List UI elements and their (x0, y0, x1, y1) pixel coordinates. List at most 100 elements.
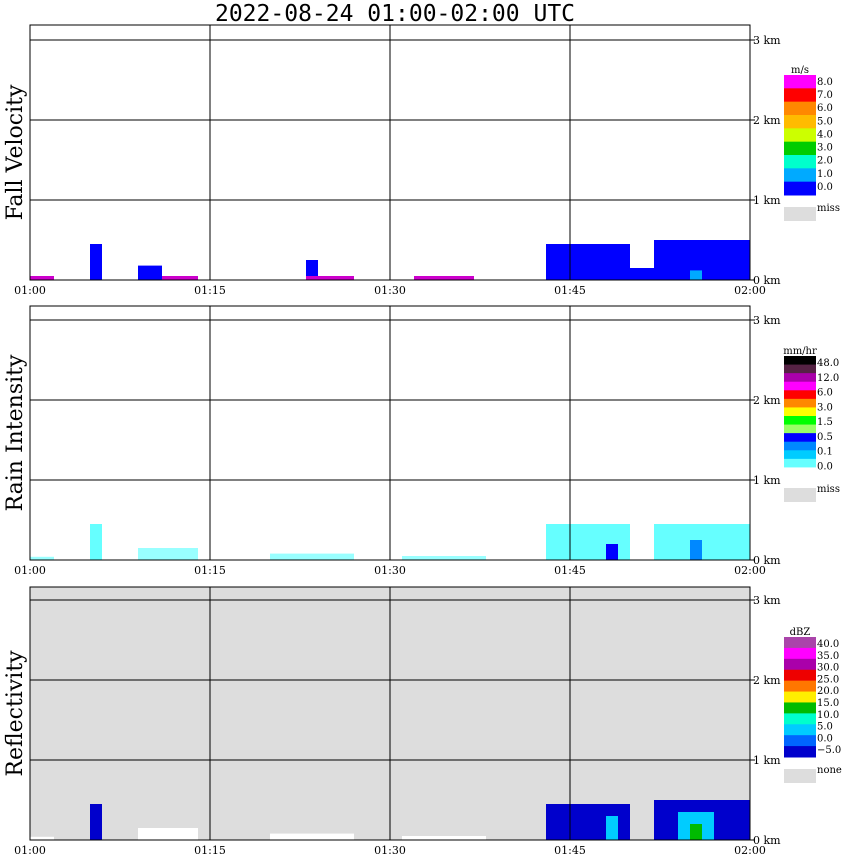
y-tick-label: 1 km (753, 474, 781, 487)
legend-swatch (784, 364, 816, 374)
x-tick-label: 01:00 (14, 564, 46, 577)
legend-missing-swatch (784, 769, 816, 783)
echo-cell (690, 824, 702, 840)
legend-label: 0.1 (817, 447, 833, 458)
y-tick-label: 3 km (753, 314, 781, 327)
x-tick-label: 01:30 (374, 844, 406, 857)
echo-cell (690, 540, 702, 560)
legend-label: 2.0 (817, 156, 833, 167)
legend-label: 6.0 (817, 388, 833, 399)
legend-swatch (784, 75, 816, 89)
plot-frame (29, 586, 751, 841)
legend-label: 6.0 (817, 103, 833, 114)
legend-label: 7.0 (817, 90, 833, 101)
x-tick-label: 01:15 (194, 844, 226, 857)
legend-swatch (784, 647, 816, 660)
echo-cell (630, 268, 654, 280)
x-tick-label: 01:15 (194, 284, 226, 297)
legend-swatch (784, 407, 816, 417)
legend-swatch (784, 433, 816, 443)
legend-swatch (784, 735, 816, 747)
legend-label: 0.0 (817, 733, 833, 744)
legend-swatch (784, 168, 816, 183)
legend-label: 5.0 (817, 116, 833, 127)
legend-missing-label: miss (817, 203, 840, 214)
legend-swatch (784, 669, 816, 682)
y-tick-label: 0 km (753, 274, 781, 287)
x-tick-label: 02:00 (734, 284, 766, 297)
legend-swatch (784, 416, 816, 426)
x-tick-label: 01:45 (554, 284, 586, 297)
legend-swatch (784, 424, 816, 434)
echo-cell (606, 816, 618, 840)
legend-swatch (784, 450, 816, 460)
legend-label: 8.0 (817, 77, 833, 88)
y-tick-label: 0 km (753, 554, 781, 567)
legend-swatch (784, 356, 816, 366)
legend-swatch (784, 101, 816, 116)
echo-cell (138, 828, 198, 840)
legend-label: 0.5 (817, 432, 833, 443)
y-tick-label: 1 km (753, 194, 781, 207)
y-axis-label: Reflectivity (3, 650, 28, 777)
legend-swatch (784, 467, 816, 477)
plot-frame (29, 305, 751, 561)
legend-label: 4.0 (817, 129, 833, 140)
legend-label: 0.0 (817, 461, 833, 472)
echo-cell (690, 270, 702, 280)
legend-swatch (784, 458, 816, 468)
y-tick-label: 2 km (753, 114, 781, 127)
echo-cell (306, 260, 318, 280)
echo-cell (90, 804, 102, 840)
legend-label: −5.0 (817, 745, 841, 756)
y-axis-label: Rain Intensity (3, 354, 28, 511)
chart-title: 2022-08-24 01:00-02:00 UTC (214, 1, 576, 27)
legend-swatch (784, 713, 816, 725)
echo-cell (270, 833, 354, 840)
y-tick-label: 3 km (753, 34, 781, 47)
echo-cell (138, 548, 198, 560)
echo-cell (414, 276, 474, 280)
legend-missing-label: miss (817, 484, 840, 495)
legend-swatch (784, 441, 816, 451)
legend-swatch (784, 373, 816, 383)
x-tick-label: 01:45 (554, 564, 586, 577)
y-tick-label: 2 km (753, 674, 781, 687)
legend-label: 1.5 (817, 417, 833, 428)
legend-missing-label: none (817, 765, 842, 776)
echo-cell (30, 556, 54, 560)
x-tick-label: 01:30 (374, 284, 406, 297)
legend-swatch (784, 691, 816, 703)
x-tick-label: 01:30 (374, 564, 406, 577)
legend-label: 5.0 (817, 722, 833, 733)
legend-label: 48.0 (817, 358, 839, 369)
echo-cell (90, 244, 102, 280)
echo-cell (606, 544, 618, 560)
legend-swatch (784, 128, 816, 143)
legend-missing-swatch (784, 207, 816, 221)
echo-cell (306, 276, 354, 280)
legend-label: 35.0 (817, 651, 839, 662)
legend-label: 25.0 (817, 674, 839, 685)
echo-cell (138, 265, 162, 280)
legend-swatch (784, 724, 816, 736)
legend-label: 12.0 (817, 373, 839, 384)
x-tick-label: 01:45 (554, 844, 586, 857)
legend-label: 0.0 (817, 182, 833, 193)
panel-1: 0 km 1 km 2 km 3 km 01:00 01:15 01:30 01:45 02:0… (3, 24, 840, 297)
legend-unit: mm/hr (783, 346, 817, 357)
echo-cell (270, 553, 354, 560)
x-tick-label: 02:00 (734, 844, 766, 857)
legend-label: 40.0 (817, 639, 839, 650)
x-tick-label: 02:00 (734, 564, 766, 577)
legend-swatch (784, 155, 816, 169)
legend-swatch (784, 680, 816, 693)
legend-label: 3.0 (817, 402, 833, 413)
legend-label: 10.0 (817, 710, 839, 721)
legend-label: 20.0 (817, 686, 839, 697)
echo-cell (402, 836, 486, 840)
echo-cell (162, 276, 198, 280)
legend-label: 15.0 (817, 698, 839, 709)
legend-label: 3.0 (817, 143, 833, 154)
legend-label: 1.0 (817, 169, 833, 180)
